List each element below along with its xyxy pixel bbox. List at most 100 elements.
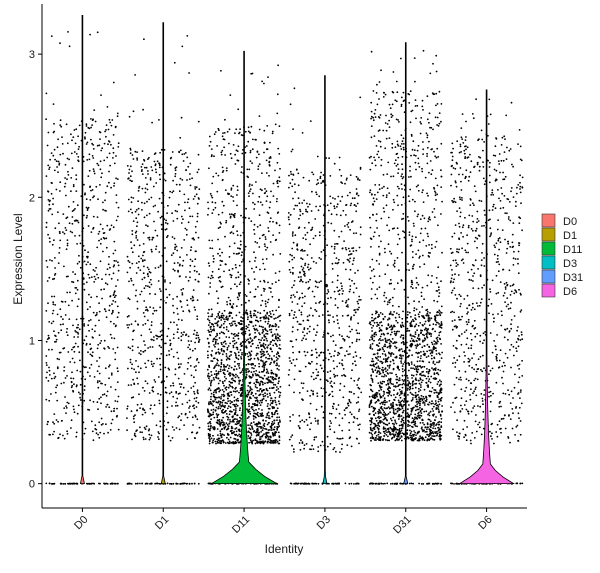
data-point (231, 385, 234, 388)
data-point (227, 367, 230, 370)
data-point (73, 383, 75, 386)
data-point (369, 189, 372, 192)
data-point (227, 425, 230, 428)
data-point (131, 180, 133, 183)
data-point (289, 170, 292, 173)
data-point (109, 121, 112, 124)
data-point (334, 198, 336, 200)
data-point (278, 365, 280, 367)
data-point (216, 388, 218, 391)
data-point (236, 418, 238, 421)
data-point (130, 277, 132, 280)
data-point (260, 339, 262, 342)
data-point (356, 417, 359, 420)
data-point (258, 332, 260, 334)
data-point (254, 364, 257, 367)
data-point (224, 235, 226, 238)
data-point (222, 399, 224, 402)
data-point (169, 163, 172, 166)
data-point (133, 368, 136, 371)
data-point (347, 247, 350, 250)
data-point (48, 369, 51, 372)
data-point (191, 416, 194, 419)
data-point (339, 214, 342, 217)
data-point (346, 258, 349, 261)
data-point (116, 407, 118, 410)
data-point (436, 290, 439, 292)
data-point (391, 304, 394, 307)
data-point (329, 370, 332, 372)
data-point (208, 482, 211, 485)
data-point (317, 209, 320, 212)
data-point (341, 335, 343, 338)
data-point (358, 442, 360, 445)
data-point (401, 368, 404, 370)
data-point (216, 302, 219, 305)
data-point (318, 257, 321, 259)
data-point (318, 234, 321, 237)
data-point (136, 225, 138, 228)
data-point (292, 448, 295, 451)
data-point (226, 441, 229, 444)
data-point (382, 96, 385, 98)
data-point (310, 422, 312, 425)
data-point (231, 432, 234, 434)
data-point (390, 175, 392, 178)
data-point (90, 296, 93, 299)
data-point (332, 360, 335, 362)
data-point (212, 404, 215, 407)
data-point (264, 300, 267, 303)
data-point (318, 231, 321, 234)
data-point (315, 281, 318, 284)
data-point (258, 376, 261, 378)
data-point (369, 277, 372, 280)
data-point (177, 318, 180, 321)
data-point (263, 339, 266, 341)
data-point (66, 216, 69, 219)
data-point (219, 368, 222, 371)
data-point (273, 422, 276, 424)
data-point (229, 94, 232, 96)
data-point (215, 372, 218, 375)
data-point (383, 374, 386, 376)
data-point (207, 262, 210, 265)
data-point (354, 364, 357, 367)
data-point (104, 367, 107, 370)
data-point (89, 399, 91, 402)
data-point (302, 387, 304, 389)
data-point (159, 290, 162, 292)
data-point (416, 408, 419, 411)
data-point (336, 242, 338, 245)
data-point (315, 334, 317, 336)
data-point (248, 329, 251, 332)
data-point (267, 320, 270, 323)
data-point (252, 192, 254, 195)
data-point (336, 365, 338, 368)
data-point (235, 266, 237, 269)
data-point (338, 293, 341, 296)
data-point (225, 315, 228, 318)
data-point (169, 439, 172, 442)
data-point (266, 378, 269, 381)
data-point (226, 407, 229, 410)
data-point (348, 398, 351, 401)
data-point (88, 409, 91, 411)
data-point (59, 308, 62, 311)
data-point (397, 156, 400, 159)
data-point (159, 363, 162, 366)
data-point (166, 296, 169, 299)
data-point (72, 185, 75, 188)
data-point (188, 411, 191, 413)
data-point (344, 225, 346, 227)
data-point (315, 183, 318, 186)
data-point (257, 286, 259, 288)
data-point (64, 163, 67, 166)
data-point (225, 318, 228, 321)
data-point (338, 438, 340, 440)
data-point (114, 388, 117, 391)
series-D1 (126, 35, 201, 485)
data-point (270, 397, 273, 400)
data-point (268, 392, 271, 395)
data-point (267, 403, 269, 405)
